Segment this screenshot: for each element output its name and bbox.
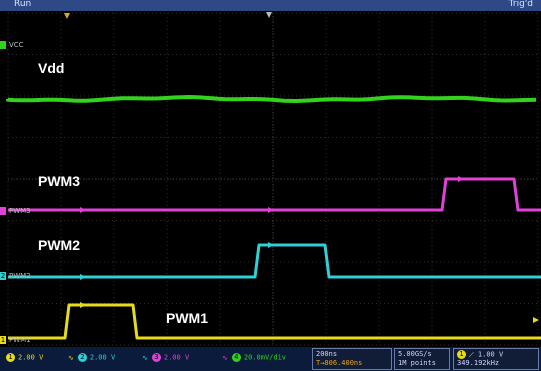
trigger-channel-badge: 1	[457, 350, 466, 359]
pwm3-marker-arrow	[80, 207, 86, 213]
ch4-scale-value: 20.0mV/div	[243, 353, 287, 362]
channel-vcc-marker[interactable]	[0, 41, 6, 49]
channel-pwm3-name: PWM3	[9, 207, 31, 215]
bottom-status-bar: 1 2.00 V ∿ 2 2.00 V ∿ 3 2.00 V ∿ 4 20.0mV/div 2…	[0, 347, 541, 371]
center-marker[interactable]	[266, 12, 272, 18]
sample-rate-value: 5.00GS/s	[398, 350, 432, 358]
ch3-bw-icon: ∿	[222, 353, 228, 362]
ch4-scale[interactable]: ∿ 4 20.0mV/div	[222, 353, 286, 362]
acquisition-box[interactable]: 5.00GS/s 1M points	[394, 348, 450, 370]
ch4-badge: 4	[231, 353, 241, 362]
ch3-scale-value: 2.00 V	[163, 353, 190, 362]
pwm2-label: PWM2	[38, 237, 80, 253]
pwm1-label: PWM1	[166, 310, 208, 326]
waveform-display	[6, 12, 541, 346]
ch2-bw-icon: ∿	[142, 353, 148, 362]
pwm3-marker-arrow	[268, 207, 274, 213]
pwm1-trace	[8, 303, 541, 340]
run-status-label: Run	[14, 0, 32, 9]
record-length-value: 1M points	[398, 359, 436, 367]
rising-edge-icon: ⟋	[469, 350, 474, 359]
channel-pwm2-name: PWM2	[9, 272, 31, 280]
ch1-bw-icon: ∿	[68, 353, 74, 362]
pwm2-marker-arrow	[80, 274, 86, 280]
ch3-badge: 3	[151, 353, 161, 362]
top-status-bar: Run Trig'd	[0, 0, 541, 11]
channel-vcc-name: VCC	[9, 41, 24, 49]
trigger-status-label: Trig'd	[508, 0, 533, 9]
vcc-trace	[6, 95, 537, 103]
timebase-box[interactable]: 200ns T→806.400ns	[312, 348, 392, 370]
ch1-badge: 1	[6, 353, 15, 362]
ch1-scale[interactable]: 1 2.00 V	[6, 353, 43, 362]
ch1-scale-value: 2.00 V	[18, 353, 44, 362]
pwm2-marker-arrow	[268, 242, 274, 248]
trigger-settings: 1 ⟋ 1.00 V	[457, 350, 503, 360]
pwm3-marker-arrow	[458, 176, 464, 182]
timebase-value: 200ns	[316, 350, 338, 358]
trigger-position-marker[interactable]	[64, 13, 70, 19]
delay-value: T→806.400ns	[316, 359, 363, 367]
trigger-box[interactable]: 1 ⟋ 1.00 V 349.192kHz	[453, 348, 539, 370]
pwm2-trace	[8, 243, 541, 279]
ch3-scale[interactable]: ∿ 3 2.00 V	[142, 353, 189, 362]
trigger-level-arrow	[533, 317, 539, 323]
trigger-level-value: 1.00 V	[477, 350, 504, 359]
pwm3-trace	[8, 177, 541, 212]
channel-pwm1-marker[interactable]: 1	[0, 336, 6, 344]
channel-pwm1-name: PWM1	[9, 336, 31, 344]
channel-pwm3-marker[interactable]	[0, 207, 6, 215]
ch2-scale[interactable]: ∿ 2 2.00 V	[68, 353, 115, 362]
channel-pwm2-marker[interactable]: 2	[0, 272, 6, 280]
ch2-badge: 2	[77, 353, 87, 362]
pwm3-label: PWM3	[38, 173, 80, 189]
traces	[6, 95, 541, 340]
pwm1-marker-arrow	[80, 302, 86, 308]
frequency-value: 349.192kHz	[457, 359, 500, 367]
vdd-label: Vdd	[38, 60, 65, 76]
ch2-scale-value: 2.00 V	[89, 353, 116, 362]
